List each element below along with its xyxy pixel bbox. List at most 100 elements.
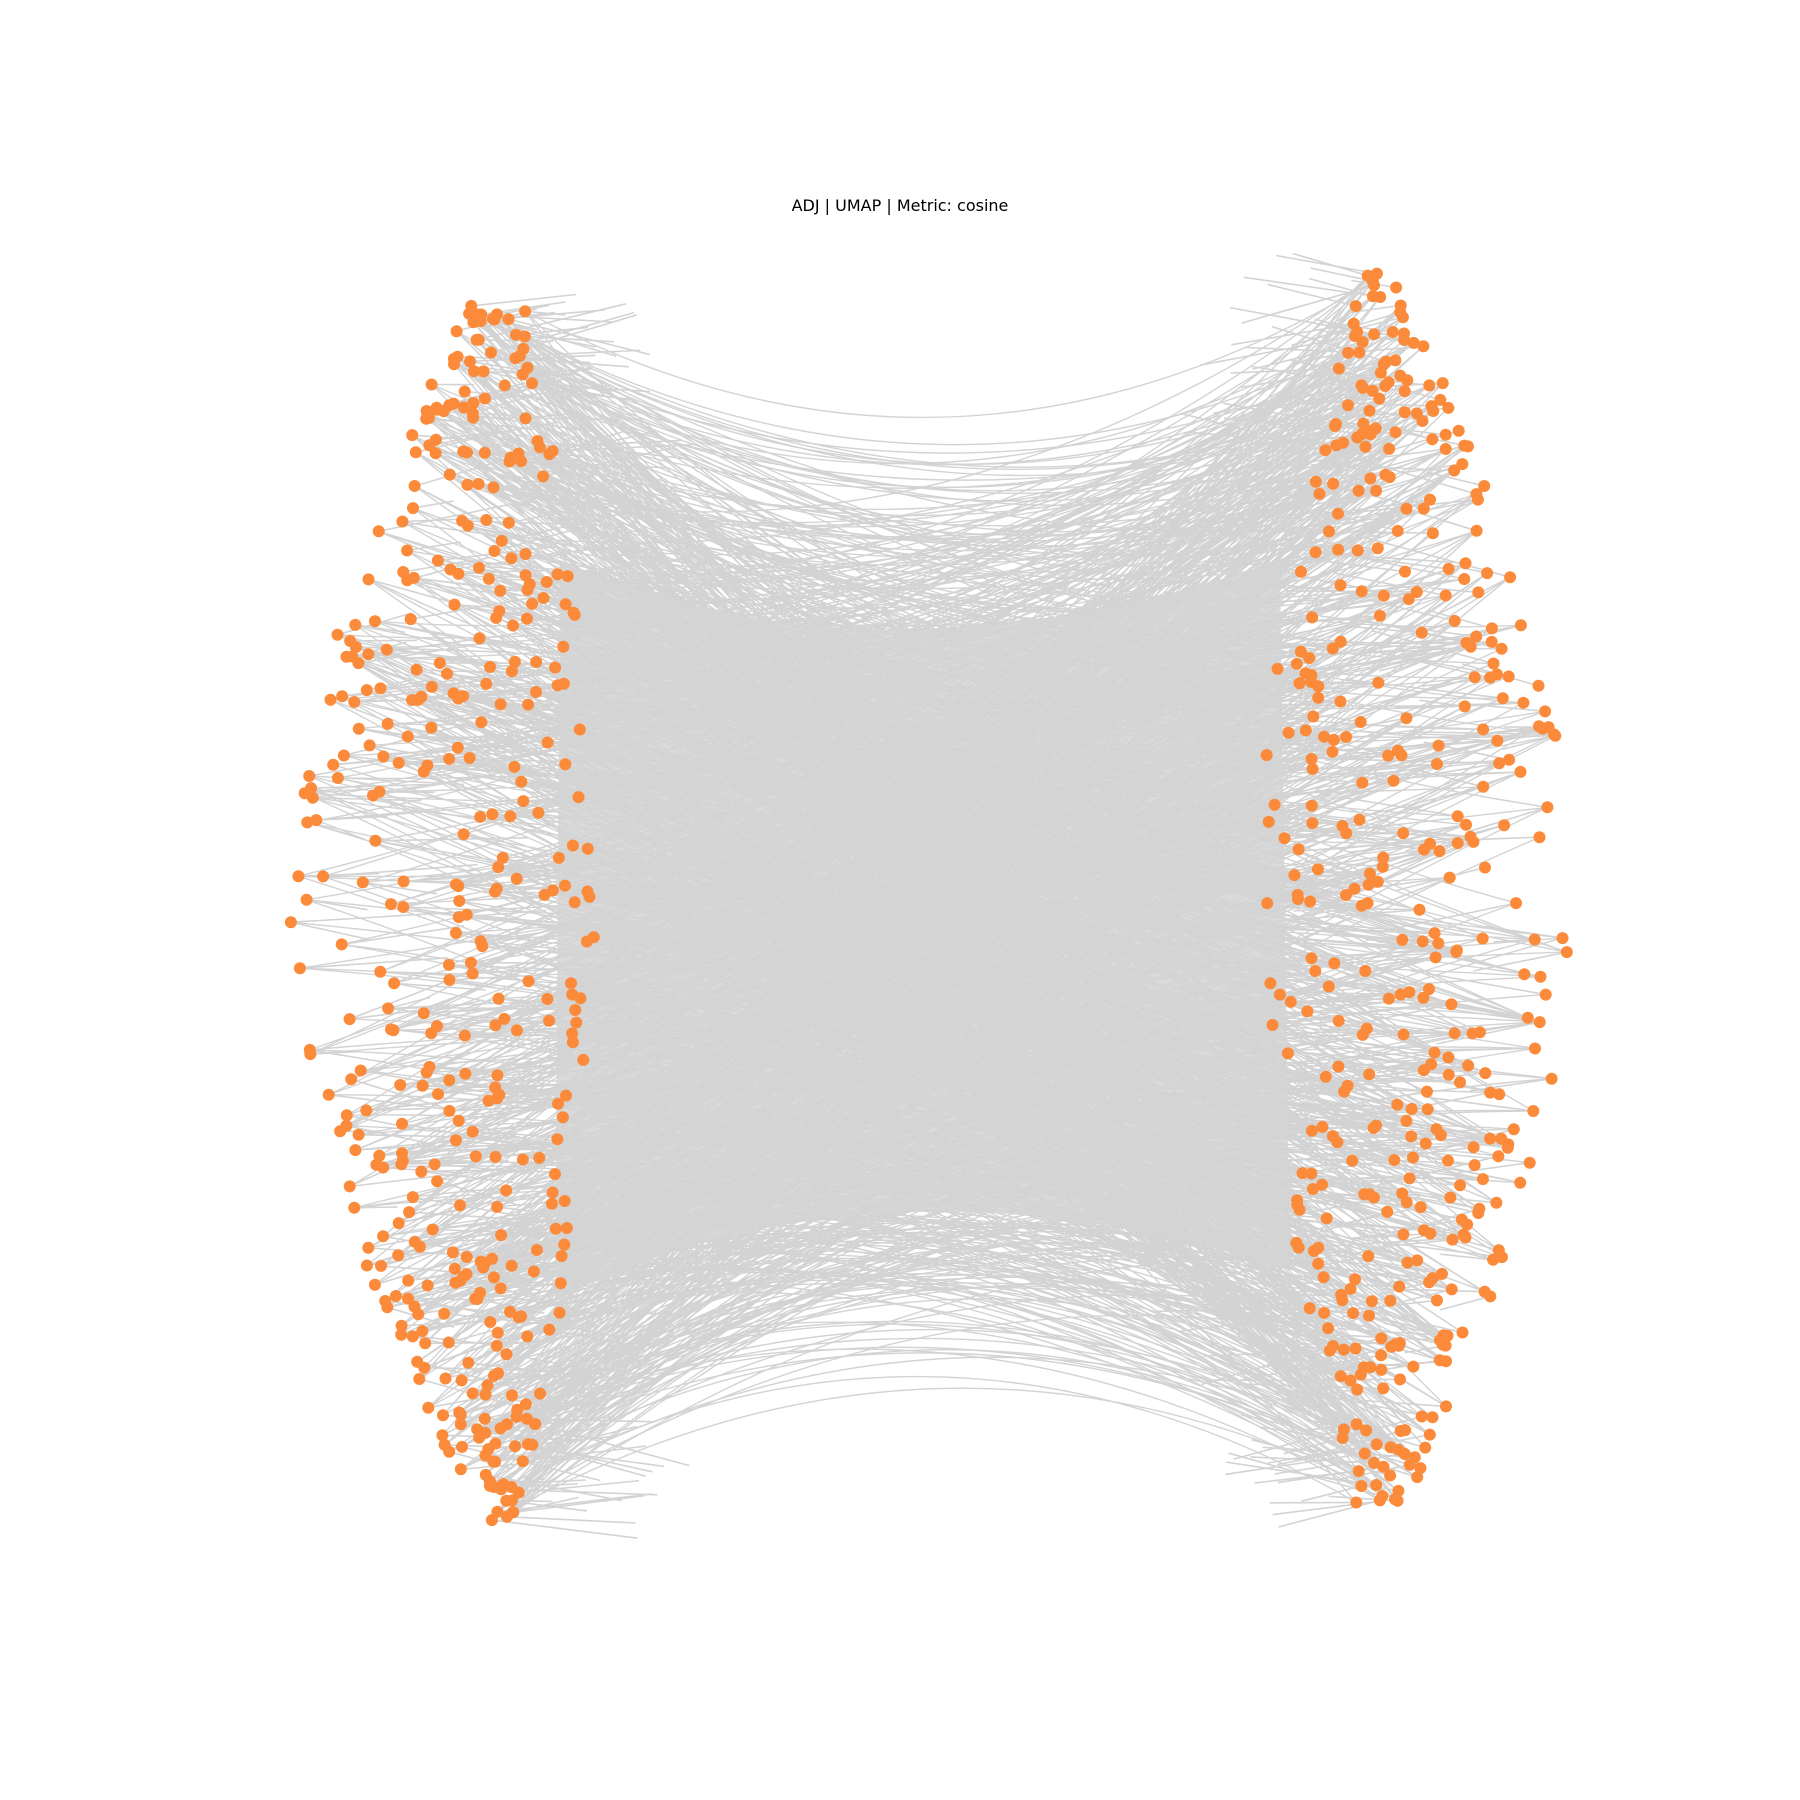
graph-node bbox=[1303, 652, 1316, 664]
graph-node bbox=[553, 1306, 566, 1319]
graph-node bbox=[537, 470, 550, 483]
graph-node bbox=[336, 690, 349, 703]
edge bbox=[1340, 1361, 1414, 1368]
graph-node bbox=[454, 1274, 467, 1287]
edge bbox=[503, 1479, 586, 1485]
graph-node bbox=[557, 677, 570, 690]
edge bbox=[1309, 1142, 1426, 1157]
graph-node bbox=[1536, 722, 1549, 735]
graph-node bbox=[491, 1069, 504, 1082]
graph-node bbox=[1452, 424, 1465, 437]
graph-node bbox=[494, 1282, 507, 1295]
edge bbox=[1312, 1236, 1466, 1248]
graph-node bbox=[1503, 753, 1516, 766]
edge bbox=[478, 483, 607, 509]
graph-node bbox=[1419, 1137, 1432, 1150]
edge bbox=[398, 1207, 468, 1224]
edge bbox=[1386, 996, 1528, 1019]
graph-node bbox=[1450, 945, 1463, 958]
graph-node bbox=[1355, 585, 1368, 598]
graph-node bbox=[1305, 1124, 1318, 1137]
graph-node bbox=[1340, 827, 1353, 840]
graph-node bbox=[463, 752, 476, 764]
edge bbox=[1362, 619, 1502, 650]
graph-node bbox=[1439, 589, 1452, 602]
graph-node bbox=[453, 895, 466, 907]
graph-node bbox=[1419, 1441, 1432, 1454]
graph-node bbox=[369, 615, 381, 628]
graph-node bbox=[454, 1408, 467, 1421]
edge bbox=[500, 1415, 615, 1430]
edge bbox=[1292, 390, 1373, 404]
graph-node bbox=[1360, 1424, 1373, 1437]
graph-node bbox=[522, 975, 535, 988]
graph-node bbox=[442, 1336, 455, 1349]
edge bbox=[1334, 572, 1446, 597]
edge bbox=[1427, 471, 1485, 487]
edge bbox=[460, 1377, 591, 1416]
edge bbox=[469, 354, 596, 363]
graph-node bbox=[452, 1114, 465, 1127]
graph-node bbox=[1431, 1294, 1443, 1307]
graph-node bbox=[416, 1325, 429, 1338]
graph-node bbox=[379, 1295, 392, 1307]
graph-node bbox=[464, 956, 477, 969]
graph-node bbox=[1391, 524, 1404, 537]
graph-node bbox=[1426, 527, 1439, 540]
graph-node bbox=[403, 1206, 416, 1219]
graph-node bbox=[1307, 710, 1320, 723]
edge bbox=[1242, 1354, 1382, 1381]
graph-node bbox=[1432, 739, 1445, 752]
edge bbox=[349, 1005, 450, 1020]
graph-node bbox=[472, 478, 485, 490]
graph-node bbox=[377, 750, 390, 763]
graph-node bbox=[489, 1150, 502, 1163]
edge bbox=[1324, 871, 1370, 875]
edge bbox=[476, 1348, 1381, 1502]
graph-node bbox=[1350, 1418, 1363, 1431]
graph-node bbox=[1440, 1400, 1452, 1413]
edge bbox=[1308, 277, 1374, 297]
graph-node bbox=[406, 1191, 419, 1204]
graph-node bbox=[498, 379, 511, 392]
graph-node bbox=[1371, 542, 1384, 555]
edge bbox=[467, 493, 1477, 590]
edge bbox=[1335, 1061, 1424, 1072]
graph-node bbox=[1273, 988, 1286, 1001]
graph-node bbox=[413, 1240, 426, 1253]
edge bbox=[511, 1499, 553, 1503]
graph-node bbox=[559, 758, 572, 771]
graph-node bbox=[1514, 619, 1527, 632]
graph-node bbox=[486, 808, 499, 821]
graph-node bbox=[466, 1387, 479, 1400]
graph-node bbox=[395, 1328, 408, 1341]
graph-node bbox=[402, 1274, 415, 1287]
graph-node bbox=[317, 870, 330, 883]
graph-node bbox=[479, 1388, 492, 1401]
edge bbox=[1276, 254, 1378, 275]
graph-node bbox=[352, 657, 365, 670]
graph-node bbox=[1491, 734, 1504, 747]
edge bbox=[1223, 555, 1341, 586]
graph-node bbox=[431, 1020, 443, 1033]
graph-node bbox=[1393, 1280, 1406, 1293]
edge bbox=[559, 1311, 685, 1315]
graph-node bbox=[1514, 765, 1527, 778]
graph-node bbox=[1318, 730, 1331, 743]
edge bbox=[1203, 1349, 1330, 1357]
graph-node bbox=[438, 1438, 451, 1451]
graph-node bbox=[1374, 366, 1387, 379]
graph-node bbox=[518, 330, 531, 343]
graph-node bbox=[438, 1307, 451, 1320]
graph-node bbox=[443, 973, 456, 986]
graph-node bbox=[1301, 1005, 1314, 1018]
graph-node bbox=[443, 1074, 456, 1087]
graph-node bbox=[412, 1308, 425, 1321]
edge bbox=[1379, 645, 1471, 672]
graph-node bbox=[1260, 749, 1273, 762]
graph-node bbox=[1349, 300, 1362, 313]
graph-node bbox=[1342, 346, 1355, 359]
graph-node bbox=[477, 365, 490, 378]
graph-node bbox=[1479, 861, 1491, 874]
edge bbox=[342, 295, 1374, 697]
